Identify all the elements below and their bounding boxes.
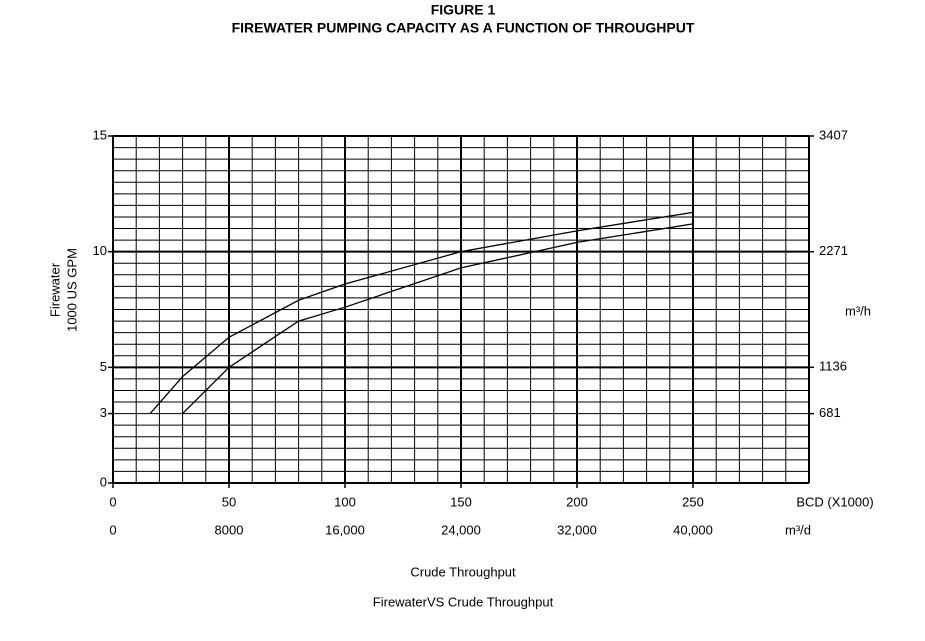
x-tick-label: 150 — [450, 494, 472, 509]
x2-axis-label: m³/d — [785, 522, 811, 537]
y2-tick-label: 681 — [819, 405, 841, 420]
x2-tick-label: 32,000 — [557, 522, 597, 537]
x2-tick-label: 24,000 — [441, 522, 481, 537]
x2-tick-label: 0 — [109, 522, 116, 537]
x-tick-label: 50 — [222, 494, 236, 509]
x-tick-label: 0 — [109, 494, 116, 509]
x2-tick-label: 16,000 — [325, 522, 365, 537]
y2-tick-label: 1136 — [819, 359, 847, 374]
x-axis-unit: BCD (X1000) — [796, 494, 873, 509]
y-tick-label: 0 — [100, 474, 107, 489]
chart-title: FIGURE 1 — [431, 2, 496, 18]
x2-tick-label: 40,000 — [673, 522, 713, 537]
y-tick-label: 15 — [93, 127, 107, 142]
caption: FirewaterVS Crude Throughput — [373, 594, 554, 609]
y-tick-label: 10 — [93, 243, 107, 258]
y-axis-label: 1000 US GPM — [64, 248, 79, 332]
x-tick-label: 250 — [682, 494, 704, 509]
y-tick-label: 5 — [100, 359, 107, 374]
chart-subtitle: FIREWATER PUMPING CAPACITY AS A FUNCTION… — [232, 20, 695, 36]
x2-tick-label: 8000 — [215, 522, 244, 537]
x-axis-label: Crude Throughput — [410, 564, 516, 579]
data-line — [149, 211, 694, 415]
x-tick-label: 200 — [566, 494, 588, 509]
y-tick-label: 3 — [100, 405, 107, 420]
y-axis-label: Firewater — [47, 262, 62, 317]
x-tick-label: 100 — [334, 494, 356, 509]
data-line — [182, 223, 694, 415]
y2-tick-label: 3407 — [819, 127, 848, 142]
y2-axis-label: m³/h — [845, 303, 871, 318]
y2-tick-label: 2271 — [819, 243, 848, 258]
